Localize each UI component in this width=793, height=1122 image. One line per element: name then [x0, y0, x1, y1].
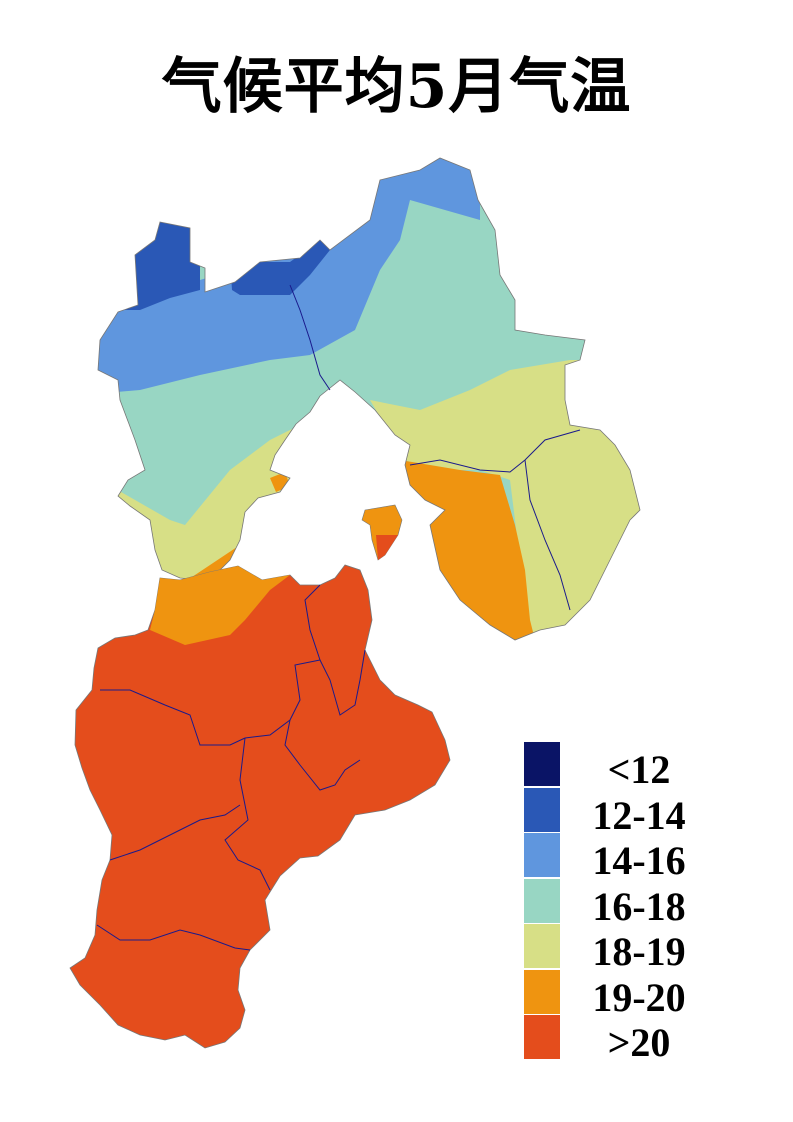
zone-19-20-south-top: [150, 566, 290, 645]
legend-label: 12-14: [592, 792, 686, 838]
tianjin-red-tip: [376, 535, 398, 560]
boundary-north-3: [524, 459, 571, 611]
south-internal-boundaries: [96, 584, 366, 951]
legend-label: 16-18: [592, 883, 686, 929]
legend-label: >20: [607, 1020, 671, 1065]
legend-label: <12: [607, 747, 671, 792]
boundary-north-1: [289, 284, 331, 391]
north-region-outline: [97, 157, 641, 641]
map-title: 气候平均5月气温: [161, 52, 632, 122]
legend-swatch: [524, 742, 560, 786]
legend-label: 19-20: [592, 974, 686, 1020]
legend-swatch: [524, 924, 560, 968]
south-region: [69, 564, 451, 1049]
legend-swatch: [524, 1015, 560, 1059]
zone-18-19-east: [370, 360, 640, 640]
legend-swatch: [524, 833, 560, 877]
legend-swatch: [524, 787, 560, 832]
boundary-north-2: [409, 429, 581, 473]
legend-swatch: [524, 878, 560, 923]
legend-label: 14-16: [592, 838, 686, 883]
legend-swatch: [524, 969, 560, 1014]
legend-label: 18-19: [592, 929, 686, 974]
